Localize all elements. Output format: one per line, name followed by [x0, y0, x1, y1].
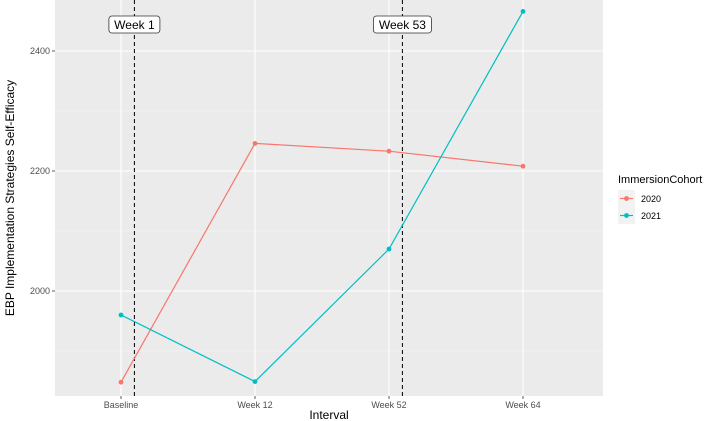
annotation-box — [372, 15, 432, 34]
series-line-2020 — [120, 142, 524, 383]
reference-lines — [133, 0, 403, 396]
legend-title: ImmersionCohort — [618, 174, 702, 186]
annotation-label: Week 53 — [372, 15, 432, 34]
data-point — [386, 148, 392, 154]
y-tick-label: 2400 — [30, 46, 50, 56]
data-point — [252, 141, 258, 146]
series-layer — [118, 9, 526, 385]
annotation-layer: Week 1 Week 53 — [108, 15, 432, 34]
legend-key-point — [624, 213, 629, 218]
x-tick-label: Week 52 — [371, 400, 406, 410]
legend: ImmersionCohort 2020 2021 — [618, 174, 702, 224]
data-point — [386, 246, 392, 252]
major-gridlines — [55, 0, 603, 396]
data-point — [118, 312, 124, 318]
x-tick-label: Baseline — [104, 400, 139, 410]
y-axis-title: EBP Implementation Strategies Self-Effic… — [3, 80, 17, 316]
legend-key-point — [624, 196, 629, 201]
annotation-text: Week 1 — [114, 18, 155, 32]
y-axis: 2000 2200 2400 — [30, 46, 55, 296]
legend-label: 2020 — [641, 194, 661, 204]
data-point — [118, 379, 124, 385]
y-tick-label: 2000 — [30, 286, 50, 296]
legend-label: 2021 — [641, 211, 661, 221]
panel-background — [55, 0, 603, 396]
data-point — [520, 163, 526, 169]
series-line-2021 — [120, 11, 524, 383]
x-axis-title: Interval — [309, 408, 348, 421]
data-point — [252, 379, 258, 384]
annotation-text: Week 53 — [379, 18, 426, 32]
x-tick-label: Week 64 — [505, 400, 540, 410]
minor-gridlines — [55, 110, 603, 352]
annotation-label: Week 1 — [108, 15, 161, 34]
x-tick-label: Week 12 — [237, 400, 272, 410]
data-point — [520, 9, 526, 14]
x-axis: Baseline Week 12 Week 52 Week 64 — [104, 396, 541, 410]
annotation-box — [108, 15, 161, 34]
y-tick-label: 2200 — [30, 166, 50, 176]
